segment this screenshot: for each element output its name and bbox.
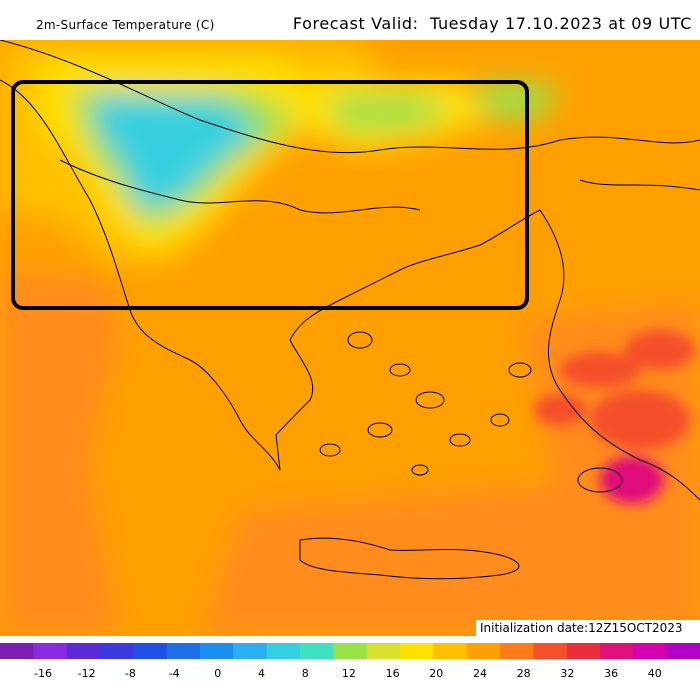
colorbar-swatch [133,643,168,659]
coastlines [0,40,700,580]
colorbar-tick-label: 24 [473,667,487,680]
islands [319,331,623,493]
colorbar-swatch [300,643,334,659]
colorbar-tick-label: 20 [429,667,443,680]
colorbar-swatch [66,643,101,659]
colorbar-tick-label: 16 [386,667,400,680]
cool-north-field [0,40,560,265]
map-title: 2m-Surface Temperature (C) [36,18,215,32]
colorbar-tick-labels: -16 -12 -8 -4 0 4 8 12 16 20 24 28 32 36 40 [34,667,662,680]
colorbar-swatch [166,643,201,659]
colorbar-tick-label: 8 [302,667,309,680]
colorbar-tick-label: 28 [517,667,531,680]
colorbar-tick-label: -16 [34,667,52,680]
colorbar-tick-label: 32 [560,667,574,680]
colorbar-swatch [333,643,368,659]
colorbar-tick-label: 40 [648,667,662,680]
colorbar-swatches [0,643,700,659]
colorbar-tick-label: -8 [125,667,136,680]
colorbar-tick-label: 36 [604,667,618,680]
colorbar-swatch [0,643,34,659]
hot-east-field [534,330,695,504]
colorbar-tick-label: -4 [169,667,180,680]
colorbar-tick-label: 12 [342,667,356,680]
colorbar-tick-label: 4 [258,667,265,680]
colorbar-swatch [500,643,534,659]
highlight-box [11,80,529,310]
colorbar-swatch [533,643,568,659]
colorbar-swatch [666,643,700,659]
temperature-colorbar: -16 -12 -8 -4 0 4 8 12 16 20 24 28 32 36 40 [0,643,700,680]
colorbar-swatch [600,643,634,659]
colorbar-swatch [266,643,301,659]
colorbar-swatch [400,643,434,659]
colorbar-tick-label: -12 [78,667,96,680]
initialization-date: Initialization date:12Z15OCT2023 [476,620,700,636]
temperature-map [0,40,700,636]
colorbar-swatch [100,643,134,659]
colorbar-swatch [466,643,501,659]
colorbar-swatch [200,643,234,659]
colorbar-swatch [366,643,401,659]
forecast-valid-label: Forecast Valid: Tuesday 17.10.2023 at 09… [292,14,692,33]
colorbar-swatch [633,643,668,659]
colorbar-swatch [233,643,268,659]
colorbar-swatch [33,643,68,659]
colorbar-swatch [566,643,601,659]
colorbar-tick-label: 0 [214,667,221,680]
colorbar-swatch [433,643,468,659]
